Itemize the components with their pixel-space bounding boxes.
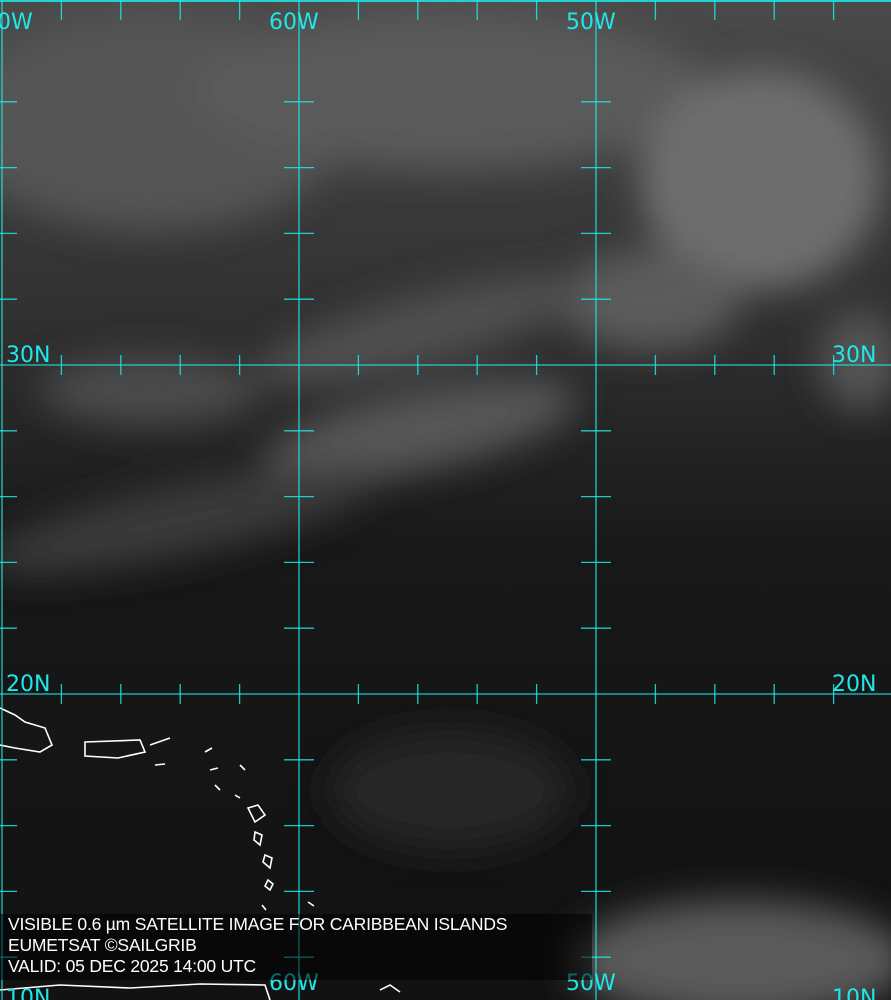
lat-label-30n-right: 30N [832,343,876,368]
coastlines [0,707,401,1000]
latitude-labels: 30N 30N 20N 20N 10N 10N [6,343,876,1000]
caption-credit: EUMETSAT ©SAILGRIB [8,935,197,955]
cloud-cover [0,10,891,1000]
image-caption: VISIBLE 0.6 µm SATELLITE IMAGE FOR CARIB… [0,914,592,980]
lon-label-60w: 60W [269,10,319,35]
lat-label-20n-right: 20N [832,672,876,697]
lon-label-70w: 70W [0,10,33,35]
caption-title: VISIBLE 0.6 µm SATELLITE IMAGE FOR CARIB… [8,914,508,934]
caption-valid-time: VALID: 05 DEC 2025 14:00 UTC [8,956,256,976]
lat-label-10n: 10N [6,986,50,1000]
lon-label-50w: 50W [566,10,616,35]
lat-label-20n: 20N [6,672,50,697]
lat-label-30n: 30N [6,343,50,368]
lat-label-10n-right: 10N [832,986,876,1000]
